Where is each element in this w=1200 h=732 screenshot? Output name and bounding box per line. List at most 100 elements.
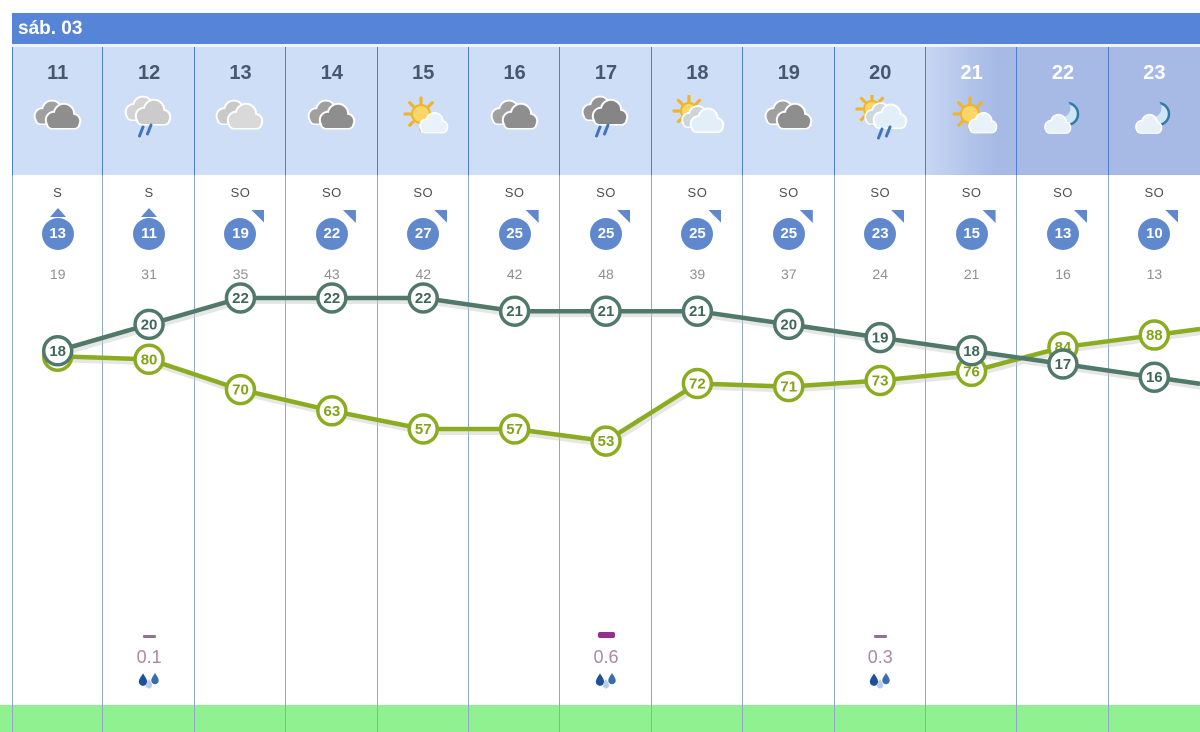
sun-clouds-icon <box>672 94 725 133</box>
wind-speed-badge: 10 <box>1138 218 1171 250</box>
wind-cell: S 11 <box>103 175 194 254</box>
hour-column-13: 13 SO 19 35 <box>193 47 287 732</box>
wind-direction-marker-icon <box>434 210 448 223</box>
wind-gust-value: 35 <box>232 266 249 282</box>
hour-header-cell: 19 <box>743 47 835 175</box>
wind-gust-value: 42 <box>415 266 432 282</box>
wind-gust-value: 39 <box>689 266 706 282</box>
hour-column-20: 20 SO 23 24 0.3 <box>833 47 926 732</box>
hour-label: 22 <box>1051 62 1075 84</box>
precip-value: 0.3 <box>867 647 893 667</box>
wind-gust-value: 31 <box>141 266 157 282</box>
weather-icon-slot <box>926 95 1017 146</box>
weather-icon-slot <box>560 95 651 146</box>
hour-header-cell: 15 <box>377 47 469 175</box>
weather-icon-slot <box>103 95 194 146</box>
hour-header-cell: 18 <box>651 47 744 175</box>
wind-cell: SO 25 <box>743 175 834 254</box>
hour-column-17: 17 SO 25 48 0.6 <box>559 47 652 732</box>
wind-speed-badge: 25 <box>590 218 623 250</box>
wind-speed-badge: 25 <box>772 218 805 250</box>
precip-value: 0.6 <box>593 647 619 667</box>
wind-cell: SO 25 <box>652 175 743 254</box>
hour-label: 21 <box>960 62 983 84</box>
wind-direction-label: SO <box>413 185 434 200</box>
weather-icon-slot <box>652 94 743 146</box>
hour-header-cell: 14 <box>286 47 378 175</box>
weather-icon-slot <box>1109 95 1200 146</box>
hour-header-cell: 17 <box>560 47 652 175</box>
wind-speed-badge: 13 <box>41 218 74 250</box>
wind-gust-value: 37 <box>781 266 797 282</box>
hour-column-12: 12 S 11 31 0.1 <box>102 47 195 732</box>
hour-column-21: 21 SO 15 21 <box>924 47 1018 732</box>
precip-intensity-dash <box>873 635 887 638</box>
wind-speed-badge: 23 <box>864 218 897 250</box>
hour-column-11: 11 S 13 19 <box>12 47 104 732</box>
weather-icon-slot <box>378 95 469 146</box>
hour-label: 16 <box>503 62 526 84</box>
wind-direction-label: SO <box>504 185 525 200</box>
hour-column-14: 14 SO 22 43 <box>285 47 378 732</box>
day-label: sáb. 03 <box>18 18 83 39</box>
rain-drops-icon <box>870 673 890 689</box>
hour-columns: 11 S 13 19 12 S 11 31 <box>12 47 1200 732</box>
wind-cell: SO 22 <box>286 175 377 254</box>
wind-gust-value: 13 <box>1146 266 1163 282</box>
precipitation-cell: 0.3 <box>835 625 926 696</box>
precipitation-cell: 0.1 <box>103 625 194 696</box>
wind-speed-badge: 25 <box>681 218 714 250</box>
wind-direction-marker-icon <box>1073 210 1087 223</box>
hour-header-cell: 13 <box>194 47 287 175</box>
clouds-dark-icon <box>490 99 538 130</box>
wind-direction-label: S <box>53 185 63 200</box>
wind-cell: SO 13 <box>1017 175 1108 254</box>
wind-speed-badge: 22 <box>315 218 348 250</box>
clouds-dark-icon <box>764 99 813 130</box>
hour-label: 17 <box>594 62 618 84</box>
wind-cell: SO 10 <box>1109 175 1200 254</box>
wind-cell: SO 15 <box>926 175 1017 254</box>
wind-direction-label: SO <box>321 185 342 200</box>
hour-label: 12 <box>137 62 161 84</box>
wind-speed-badge: 13 <box>1046 218 1079 250</box>
wind-gust-value: 42 <box>506 266 523 282</box>
wind-direction-label: SO <box>687 185 708 200</box>
clouds-light-icon <box>216 99 264 130</box>
wind-direction-marker-icon <box>982 210 996 223</box>
day-header[interactable]: sáb. 03 <box>12 13 1200 47</box>
weather-icon-slot <box>286 95 377 146</box>
hourly-forecast-panel: sáb. 03 11 S 13 19 12 S <box>12 13 1200 732</box>
wind-gust-value: 16 <box>1055 266 1071 282</box>
hour-header-cell: 21 <box>925 47 1018 175</box>
hour-column-19: 19 SO 25 37 <box>742 47 835 732</box>
weather-icon-slot <box>743 95 834 146</box>
weather-icon-slot <box>835 92 926 146</box>
wind-direction-label: SO <box>596 185 616 200</box>
moon-cloud-icon <box>1135 98 1171 134</box>
wind-cell: SO 25 <box>469 175 560 254</box>
rain-drops-icon <box>595 673 616 689</box>
sun-clouds-rain-icon <box>855 92 908 140</box>
rain-drops-icon-slot <box>835 671 926 696</box>
wind-direction-marker-icon <box>141 208 158 217</box>
wind-direction-marker-icon <box>1165 210 1179 223</box>
hour-label: 13 <box>229 62 252 84</box>
wind-direction-label: SO <box>870 185 891 200</box>
hour-label: 15 <box>412 62 435 84</box>
clouds-rain-light-icon <box>124 95 172 138</box>
wind-cell: SO 19 <box>195 175 286 254</box>
hour-label: 20 <box>869 62 892 84</box>
weather-icon-slot <box>1017 95 1108 146</box>
wind-cell: SO 25 <box>560 175 651 254</box>
wind-cell: S 13 <box>12 175 103 254</box>
hour-label: 14 <box>320 62 343 84</box>
weather-icon-slot <box>195 95 286 146</box>
hour-header-cell: 20 <box>834 47 926 175</box>
rain-drops-icon <box>138 673 159 689</box>
wind-direction-marker-icon <box>342 210 356 223</box>
wind-direction-marker-icon <box>251 210 265 223</box>
hour-column-15: 15 SO 27 42 <box>376 47 469 732</box>
wind-speed-badge: 11 <box>133 218 166 250</box>
hour-column-22: 22 SO 13 16 <box>1016 47 1109 732</box>
